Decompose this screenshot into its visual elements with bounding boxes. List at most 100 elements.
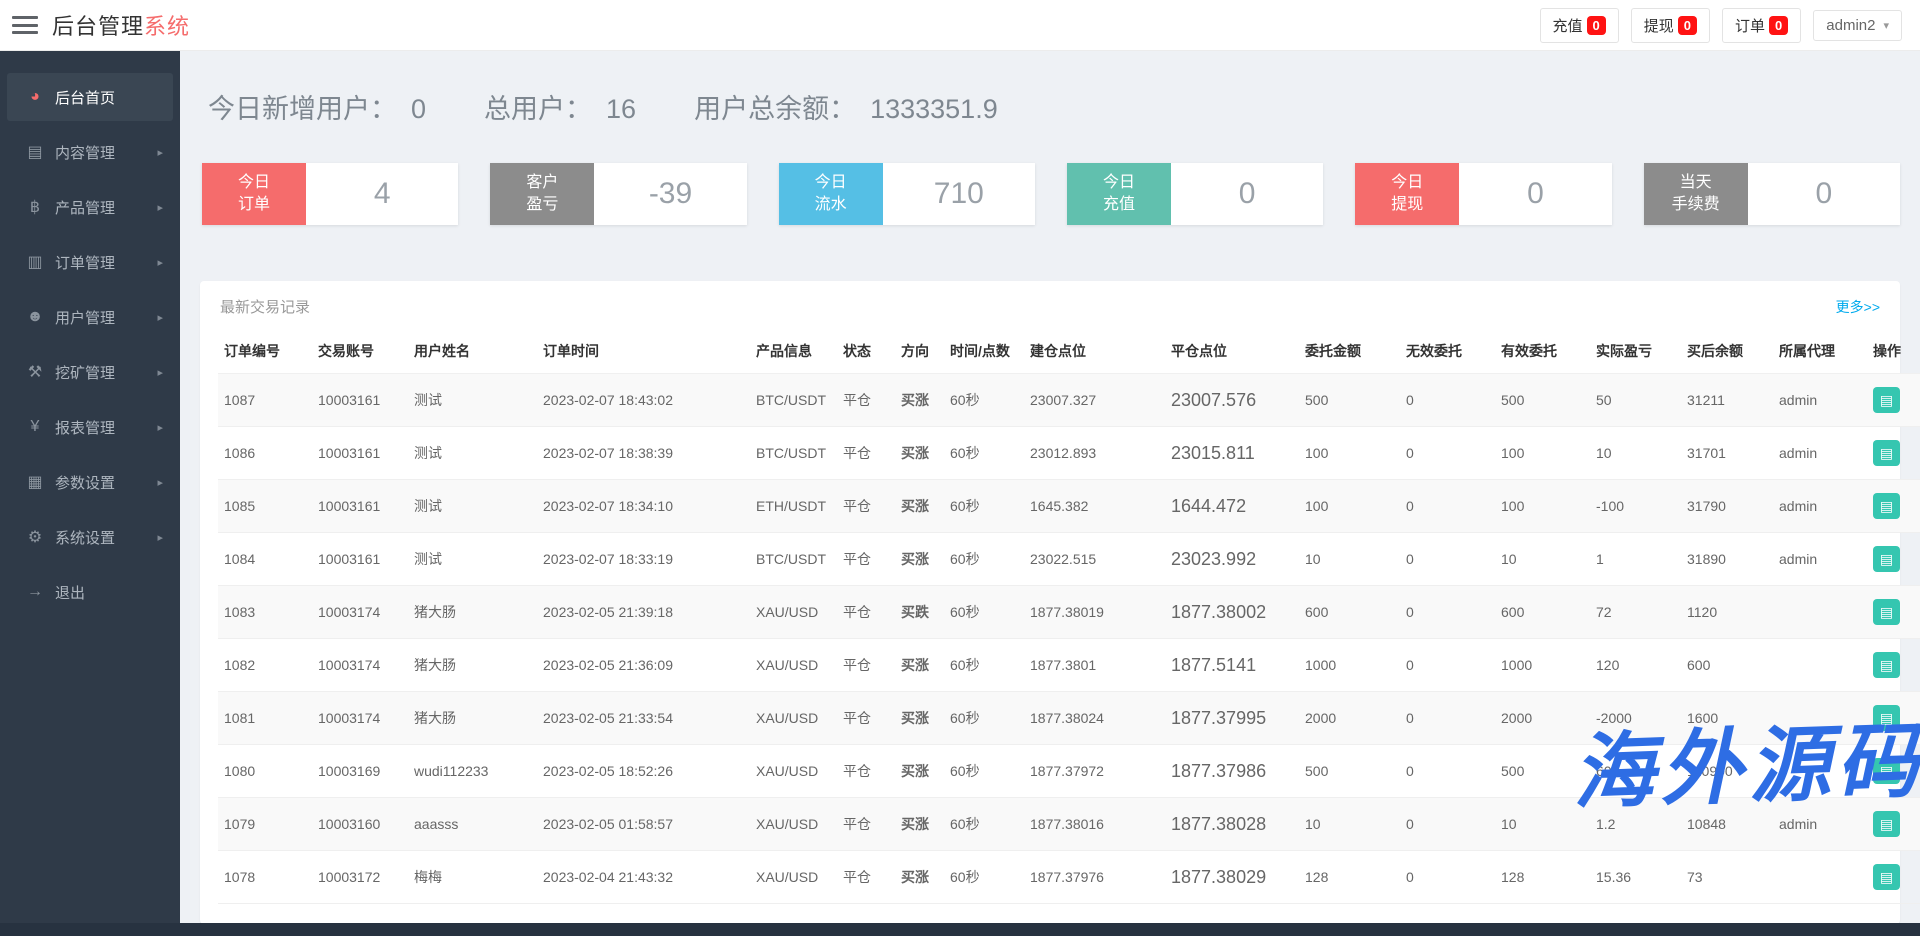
cell-id: 1084 (218, 532, 312, 586)
card-label: 客户 盈亏 (490, 163, 595, 225)
row-detail-button[interactable]: ▤ (1873, 652, 1900, 678)
sidebar-item-home[interactable]: ◕ 后台首页 (7, 73, 173, 121)
app-title-main: 后台管理 (52, 14, 145, 39)
cell-close: 1877.38028 (1165, 797, 1299, 851)
sidebar-item-label: 用户管理 (55, 309, 116, 327)
cell-open: 1645.382 (1024, 479, 1165, 533)
cell-dir: 买涨 (895, 373, 944, 427)
table-row: 1087 10003161 测试 2023-02-07 18:43:02 BTC/USD… (218, 373, 1920, 427)
row-detail-button[interactable]: ▤ (1873, 493, 1900, 519)
user-menu-button[interactable]: admin2 ▾ (1813, 9, 1902, 41)
cell-product: XAU/USD (750, 585, 837, 639)
cell-close: 1644.472 (1165, 479, 1299, 533)
cell-agent: admin (1773, 532, 1867, 586)
row-detail-button[interactable]: ▤ (1873, 387, 1900, 413)
sidebar-item-user[interactable]: ☻ 用户管理 ▸ (7, 293, 173, 341)
app-title: 后台管理系统 (52, 9, 190, 41)
sidebar-item-system[interactable]: ⚙ 系统设置 ▸ (7, 513, 173, 561)
sidebar-item-label: 内容管理 (55, 144, 116, 162)
row-detail-button[interactable]: ▤ (1873, 546, 1900, 572)
card-label: 当天 手续费 (1643, 163, 1748, 225)
card-label: 今日 提现 (1355, 163, 1460, 225)
sidebar-item-label: 订单管理 (55, 254, 116, 272)
card-value: 4 (306, 163, 459, 225)
cell-status: 平仓 (837, 426, 895, 480)
cell-valid: 1000 (1495, 638, 1590, 692)
badge-button-提现[interactable]: 提现 0 (1630, 7, 1711, 43)
row-detail-button[interactable]: ▤ (1873, 864, 1900, 890)
sidebar-item-report[interactable]: ¥ 报表管理 ▸ (7, 403, 173, 451)
more-link[interactable]: 更多>> (1835, 298, 1880, 315)
col-header-valid: 有效委托 (1495, 329, 1590, 374)
summary-stat-0: 今日新增用户： 0 (208, 87, 426, 126)
cell-agent (1773, 850, 1867, 904)
latest-trades-panel: 最新交易记录 更多>> 订单编号 交易账号 用户姓名 订单时间 产品信息 状态 方向 时间/点… (200, 281, 1920, 924)
cell-amount: 100 (1299, 479, 1400, 533)
cell-dir: 买涨 (895, 638, 944, 692)
cell-status: 平仓 (837, 744, 895, 798)
table-icon: ▤ (1879, 551, 1894, 567)
cell-close: 23015.811 (1165, 426, 1299, 480)
cell-op: ▤ (1867, 744, 1920, 798)
cell-time: 2023-02-05 18:52:26 (537, 744, 750, 798)
cell-period: 60秒 (944, 373, 1024, 427)
cell-amount: 10 (1299, 532, 1400, 586)
cell-valid: 2000 (1495, 691, 1590, 745)
stat-label: 用户总余额： (694, 94, 857, 124)
cell-op: ▤ (1867, 426, 1920, 480)
cell-amount: 600 (1299, 585, 1400, 639)
cell-open: 23022.515 (1024, 532, 1165, 586)
card-value: -39 (594, 163, 747, 225)
chevron-right-icon: ▸ (157, 311, 163, 324)
badge-button-充值[interactable]: 充值 0 (1539, 7, 1619, 43)
row-detail-button[interactable]: ▤ (1873, 440, 1900, 466)
badge-button-订单[interactable]: 订单 0 (1722, 7, 1802, 43)
table-row: 1080 10003169 wudi112233 2023-02-05 18:52:2… (218, 744, 1920, 798)
row-detail-button[interactable]: ▤ (1873, 811, 1900, 837)
col-header-invalid: 无效委托 (1400, 329, 1495, 374)
card-value: 0 (1170, 163, 1324, 225)
panel-header: 最新交易记录 更多>> (200, 281, 1900, 325)
sidebar-item-params[interactable]: ▦ 参数设置 ▸ (7, 458, 173, 506)
row-detail-button[interactable]: ▤ (1873, 758, 1900, 784)
cell-op: ▤ (1867, 479, 1920, 533)
col-header-close: 平仓点位 (1165, 329, 1299, 374)
table-row: 1081 10003174 猪大肠 2023-02-05 21:33:54 XAU/US… (218, 691, 1920, 745)
sidebar-item-content[interactable]: ▤ 内容管理 ▸ (7, 128, 173, 176)
cell-valid: 100 (1495, 426, 1590, 480)
cell-invalid: 0 (1400, 850, 1495, 904)
sidebar-item-label: 挖矿管理 (55, 364, 116, 382)
sidebar-item-product[interactable]: ฿ 产品管理 ▸ (7, 183, 173, 231)
home-icon: ◕ (30, 88, 40, 105)
cell-time: 2023-02-04 21:43:32 (537, 850, 750, 904)
badge-label: 充值 (1552, 17, 1583, 35)
cell-close: 1877.38029 (1165, 850, 1299, 904)
row-detail-button[interactable]: ▤ (1873, 599, 1900, 625)
cell-op: ▤ (1867, 638, 1920, 692)
sidebar-item-logout[interactable]: → 退出 (7, 568, 173, 616)
table-row: 1082 10003174 猪大肠 2023-02-05 21:36:09 XAU/US… (218, 638, 1920, 692)
cell-id: 1087 (218, 373, 312, 427)
cell-name: 测试 (408, 426, 537, 480)
sidebar-item-mining[interactable]: ⚒ 挖矿管理 ▸ (7, 348, 173, 396)
stat-card-today-orders: 今日 订单 4 (202, 163, 459, 225)
top-header: 后台管理系统 充值 0 提现 0 订单 0 admin2 ▾ (0, 0, 1920, 51)
cell-status: 平仓 (837, 532, 895, 586)
cell-account: 10003161 (312, 373, 408, 427)
hamburger-menu-icon[interactable] (12, 16, 38, 34)
mining-icon: ⚒ (27, 364, 43, 381)
sidebar-item-order[interactable]: ▥ 订单管理 ▸ (7, 238, 173, 286)
chevron-right-icon: ▸ (157, 201, 163, 214)
row-detail-button[interactable]: ▤ (1873, 705, 1900, 731)
cell-profit: -100 (1590, 479, 1681, 533)
table-header-row: 订单编号 交易账号 用户姓名 订单时间 产品信息 状态 方向 时间/点数 建仓点位 平仓点位 委托金… (218, 329, 1920, 374)
cell-balance: 1120 (1681, 585, 1773, 639)
cell-balance: 73 (1681, 850, 1773, 904)
cell-status: 平仓 (837, 373, 895, 427)
badge-count: 0 (1677, 15, 1698, 35)
cell-balance: 31790 (1681, 479, 1773, 533)
cell-profit: 72 (1590, 585, 1681, 639)
cell-id: 1085 (218, 479, 312, 533)
cell-op: ▤ (1867, 373, 1920, 427)
